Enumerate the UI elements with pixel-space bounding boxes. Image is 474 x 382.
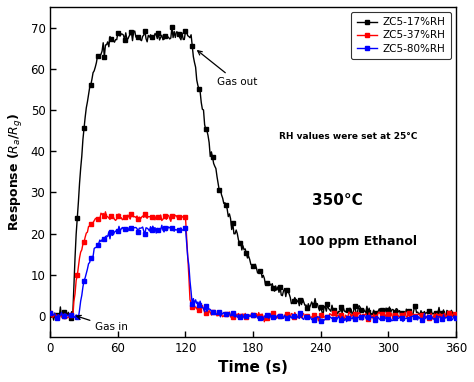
ZC5-17%RH [406,308,411,313]
ZC5-37%RH [59,314,64,319]
ZC5-80%RH [47,311,53,315]
ZC5-80%RH [302,313,308,318]
Text: Gas in: Gas in [77,316,128,332]
ZC5-80%RH [453,316,459,320]
Text: Gas out: Gas out [198,51,257,87]
Line: ZC5-17%RH: ZC5-17%RH [48,25,458,322]
ZC5-80%RH [59,310,64,315]
ZC5-17%RH [124,37,130,42]
ZC5-80%RH [280,314,285,319]
ZC5-80%RH [159,223,164,228]
ZC5-37%RH [47,311,53,316]
Legend: ZC5-17%RH, ZC5-37%RH, ZC5-80%RH: ZC5-17%RH, ZC5-37%RH, ZC5-80%RH [351,12,451,59]
ZC5-37%RH [262,319,267,324]
ZC5-17%RH [281,289,286,293]
Y-axis label: Response ($R_a$/$R_g$): Response ($R_a$/$R_g$) [7,113,25,231]
X-axis label: Time (s): Time (s) [218,360,288,375]
Text: 100 ppm Ethanol: 100 ppm Ethanol [298,235,417,248]
ZC5-37%RH [124,215,130,219]
Line: ZC5-80%RH: ZC5-80%RH [48,223,458,323]
ZC5-17%RH [303,303,309,307]
Text: RH values were set at 25°C: RH values were set at 25°C [280,132,418,141]
ZC5-80%RH [293,316,299,321]
ZC5-37%RH [453,312,459,316]
Line: ZC5-37%RH: ZC5-37%RH [48,210,458,324]
ZC5-80%RH [406,316,411,321]
ZC5-37%RH [406,311,411,316]
ZC5-17%RH [51,318,56,322]
ZC5-17%RH [453,314,459,318]
Text: 350°C: 350°C [312,193,363,208]
ZC5-80%RH [344,319,349,324]
ZC5-37%RH [102,209,108,214]
ZC5-17%RH [60,312,65,316]
ZC5-37%RH [281,316,286,321]
ZC5-37%RH [294,314,300,318]
ZC5-17%RH [294,299,300,304]
ZC5-17%RH [47,312,53,316]
ZC5-17%RH [169,25,175,29]
ZC5-37%RH [303,314,309,318]
ZC5-80%RH [123,226,128,230]
